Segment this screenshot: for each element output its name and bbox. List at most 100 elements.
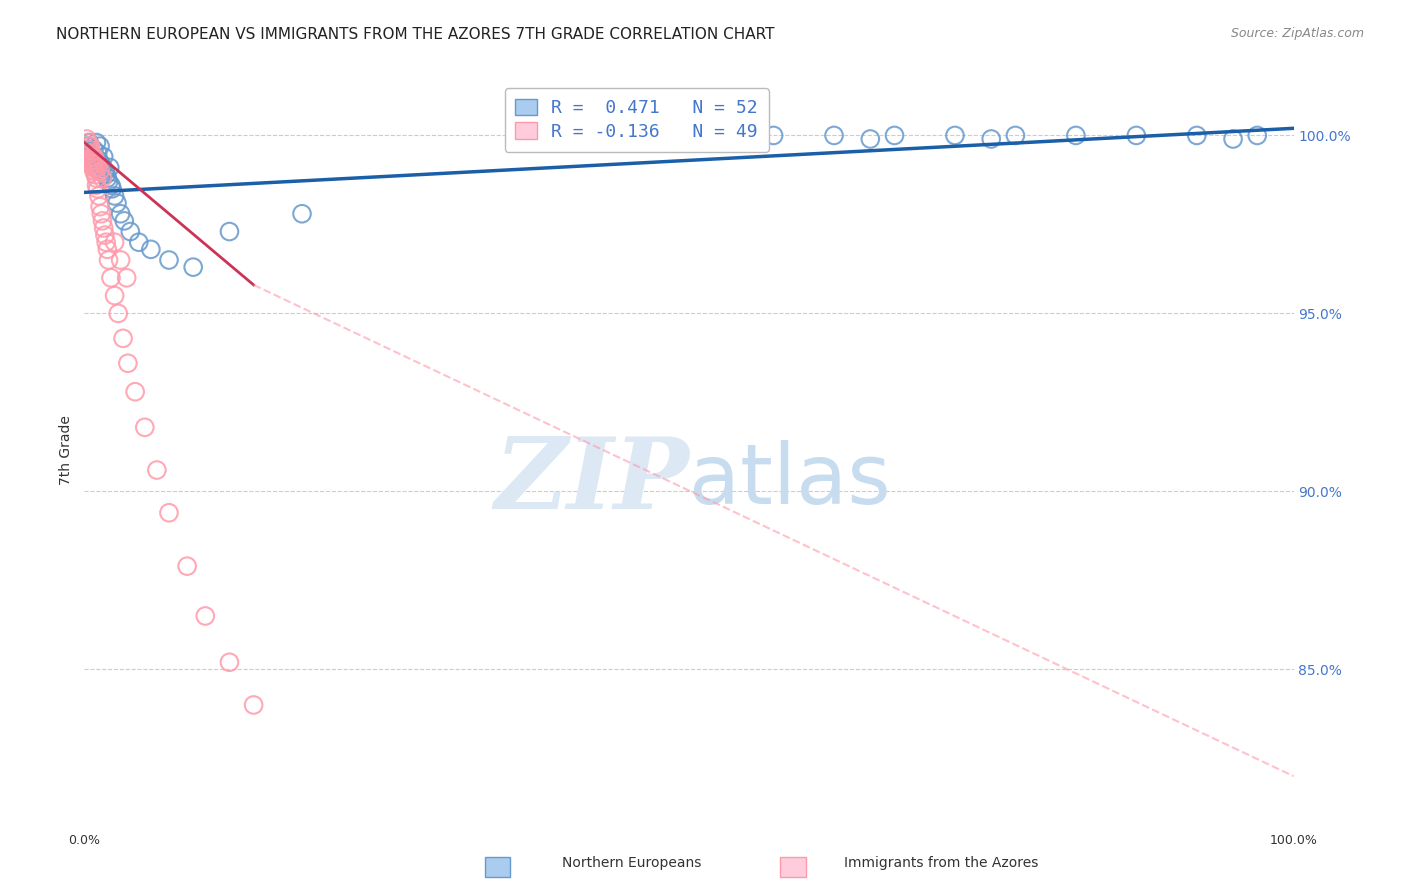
Point (96, 243, 118, 257)
Point (823, 128, 845, 143)
Point (97, 175, 120, 189)
Point (1222, 132, 1244, 146)
Point (1004, 128, 1026, 143)
Point (80, 150, 103, 164)
Point (86, 161, 108, 175)
Point (110, 253, 132, 268)
Y-axis label: 7th Grade: 7th Grade (59, 416, 73, 485)
Point (77, 136, 100, 150)
Point (105, 196, 128, 211)
Point (702, 128, 724, 143)
Point (90, 157, 112, 171)
Point (91, 161, 114, 175)
Point (124, 384, 146, 399)
Point (181, 260, 204, 274)
Point (83, 150, 105, 164)
Point (139, 243, 162, 257)
Point (80, 157, 103, 171)
Point (77, 136, 100, 150)
Point (91, 171, 114, 186)
Point (738, 132, 761, 146)
Point (291, 207, 314, 221)
Point (79, 153, 101, 168)
Point (1246, 128, 1268, 143)
Point (100, 178, 122, 193)
Point (84, 168, 107, 182)
Point (581, 128, 603, 143)
Point (157, 253, 180, 268)
Point (97, 253, 120, 268)
Point (94, 235, 117, 250)
Point (86, 136, 108, 150)
Point (93, 221, 115, 235)
Point (93, 150, 115, 164)
Point (194, 609, 217, 624)
Point (94, 164, 117, 178)
Text: Immigrants from the Azores: Immigrants from the Azores (844, 855, 1038, 870)
Point (91, 214, 114, 228)
Point (641, 128, 664, 143)
Point (110, 207, 132, 221)
Point (84, 157, 107, 171)
Point (100, 270, 122, 285)
Point (86, 178, 108, 193)
Point (112, 331, 135, 345)
Point (84, 161, 107, 175)
Point (218, 225, 240, 239)
Point (104, 189, 127, 203)
Point (115, 270, 138, 285)
Point (176, 559, 198, 574)
Point (84, 153, 107, 168)
Point (98, 161, 121, 175)
Point (96, 171, 118, 186)
Point (77, 139, 100, 153)
Point (86, 146, 108, 161)
Point (83, 143, 105, 157)
Point (1125, 128, 1147, 143)
Point (120, 225, 142, 239)
Point (112, 214, 135, 228)
Point (87, 189, 110, 203)
Point (1185, 128, 1208, 143)
Point (104, 288, 127, 302)
Point (86, 161, 108, 175)
Point (89, 164, 111, 178)
Point (76, 132, 98, 146)
Point (678, 132, 700, 146)
Point (943, 128, 966, 143)
Point (89, 164, 111, 178)
Point (157, 506, 180, 520)
Legend: R =  0.471   N = 52, R = -0.136   N = 49: R = 0.471 N = 52, R = -0.136 N = 49 (505, 88, 769, 152)
Point (90, 207, 112, 221)
Point (89, 139, 111, 153)
Text: NORTHERN EUROPEAN VS IMMIGRANTS FROM THE AZORES 7TH GRADE CORRELATION CHART: NORTHERN EUROPEAN VS IMMIGRANTS FROM THE… (56, 27, 775, 42)
Point (980, 132, 1002, 146)
Text: Northern Europeans: Northern Europeans (562, 855, 702, 870)
Point (79, 146, 101, 161)
Point (76, 139, 98, 153)
Point (218, 655, 240, 669)
Point (77, 143, 100, 157)
Point (104, 235, 127, 250)
Text: Source: ZipAtlas.com: Source: ZipAtlas.com (1230, 27, 1364, 40)
Text: atlas: atlas (689, 441, 890, 521)
Point (128, 235, 150, 250)
Point (79, 146, 101, 161)
Point (146, 463, 169, 477)
Point (82, 153, 104, 168)
Text: ZIP: ZIP (494, 433, 689, 529)
Point (242, 698, 264, 712)
Point (83, 164, 105, 178)
Point (86, 157, 108, 171)
Point (107, 306, 129, 320)
Point (80, 150, 103, 164)
Point (77, 143, 100, 157)
Point (117, 356, 139, 370)
Point (89, 200, 111, 214)
Point (83, 157, 105, 171)
Point (94, 168, 117, 182)
Point (79, 139, 101, 153)
Point (87, 153, 110, 168)
Point (82, 161, 104, 175)
Point (762, 128, 785, 143)
